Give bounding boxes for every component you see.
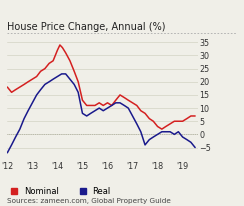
Text: House Price Change, Annual (%): House Price Change, Annual (%) [7, 22, 166, 32]
Text: Sources: zameen.com, Global Property Guide: Sources: zameen.com, Global Property Gui… [7, 198, 171, 204]
Legend: Nominal, Real: Nominal, Real [11, 187, 111, 196]
